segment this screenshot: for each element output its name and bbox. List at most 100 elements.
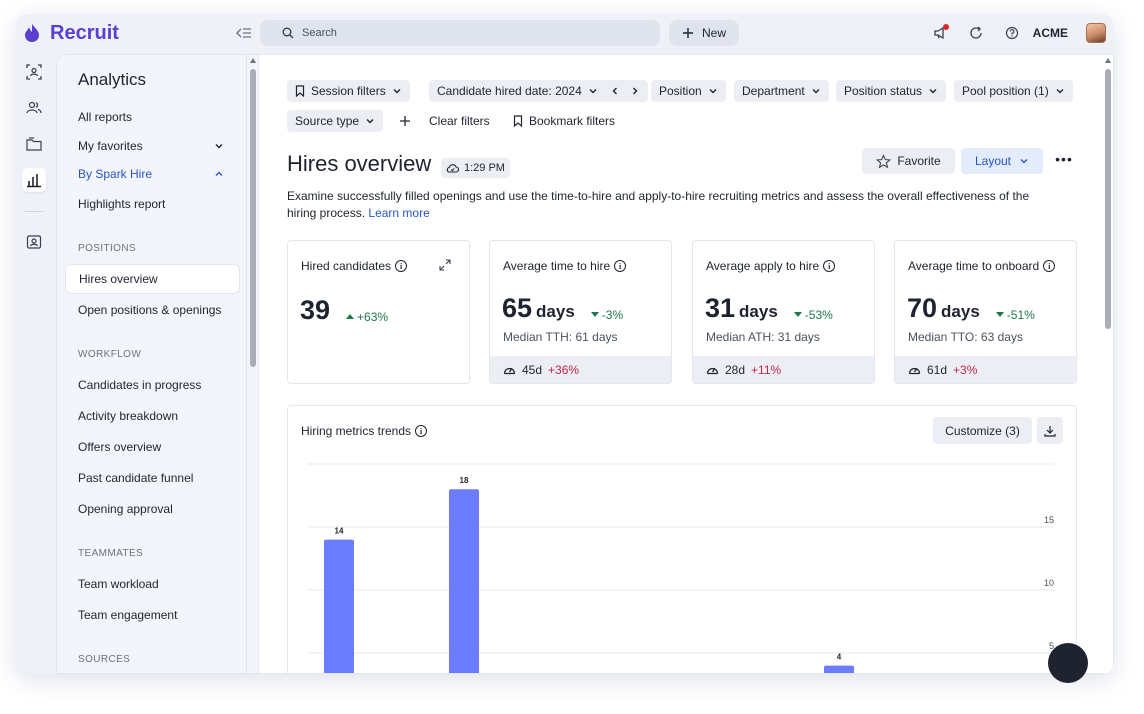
- info-icon[interactable]: i: [415, 425, 428, 437]
- sidebar-item-open-positions[interactable]: Open positions & openings: [65, 295, 240, 325]
- source-type-filter[interactable]: Source type: [287, 110, 384, 132]
- chevron-down-icon: [366, 119, 374, 124]
- sidebar-item-past-candidate-funnel[interactable]: Past candidate funnel: [65, 463, 240, 493]
- department-filter[interactable]: Department: [734, 80, 829, 102]
- metric-value: 65 days -3%: [502, 293, 623, 324]
- sidebar-item-label: Team engagement: [78, 608, 178, 622]
- add-filter-button[interactable]: [397, 110, 413, 132]
- candidates-scan-icon[interactable]: [22, 60, 46, 84]
- sidebar-item-label: By Spark Hire: [78, 167, 153, 181]
- metric-delta: +63%: [346, 310, 388, 324]
- y-tick-label: 5: [1049, 641, 1054, 651]
- bookmark-icon: [295, 85, 305, 97]
- sidebar-item-label: Hires overview: [79, 272, 158, 286]
- metric-unit: days: [739, 302, 778, 321]
- chevron-left-icon[interactable]: [610, 86, 620, 96]
- top-icons: ACME: [931, 20, 1106, 46]
- help-icon[interactable]: [1003, 24, 1021, 42]
- collapse-sidebar-icon[interactable]: [234, 24, 254, 44]
- metric-delta: -51%: [995, 308, 1035, 322]
- filter-label: Clear filters: [429, 114, 490, 128]
- analytics-icon[interactable]: [22, 168, 46, 192]
- chart-bar[interactable]: [449, 489, 479, 674]
- customize-button[interactable]: Customize (3): [933, 417, 1032, 444]
- more-options-icon[interactable]: •••: [1055, 151, 1073, 167]
- sidebar-item-hires-overview[interactable]: Hires overview: [65, 264, 240, 294]
- layout-button[interactable]: Layout: [961, 148, 1043, 174]
- sidebar-section-sources: SOURCES: [78, 654, 131, 665]
- search-input[interactable]: Search: [260, 20, 660, 46]
- main-scroll-thumb[interactable]: [1105, 69, 1111, 329]
- filter-label: Position: [659, 84, 702, 98]
- metric-unit: days: [941, 302, 980, 321]
- gauge-icon: [908, 367, 921, 375]
- main-scrollbar[interactable]: [1101, 55, 1113, 673]
- sidebar-section-workflow: WORKFLOW: [78, 349, 142, 360]
- app-window: Recruit Search New ACME: [16, 14, 1114, 674]
- folders-icon[interactable]: [22, 132, 46, 156]
- sidebar-item-label: Opening approval: [78, 502, 173, 516]
- info-icon[interactable]: i: [1043, 260, 1056, 272]
- chart-bar[interactable]: [824, 665, 854, 674]
- trends-title-text: Hiring metrics trends: [301, 424, 412, 438]
- sidebar-item-candidates-in-progress[interactable]: Candidates in progress: [65, 370, 240, 400]
- plus-icon: [400, 116, 410, 126]
- info-icon[interactable]: i: [823, 260, 836, 272]
- refresh-icon[interactable]: [967, 24, 985, 42]
- learn-more-link[interactable]: Learn more: [368, 206, 430, 220]
- people-icon[interactable]: [22, 96, 46, 120]
- metric-footer-delta: +36%: [548, 362, 580, 377]
- new-button[interactable]: New: [669, 20, 739, 46]
- position-status-filter[interactable]: Position status: [836, 80, 947, 102]
- metric-footer: 45d +36%: [490, 356, 671, 383]
- trend-down-icon: [590, 312, 599, 317]
- sidebar-item-opening-approval[interactable]: Opening approval: [65, 494, 240, 524]
- sidebar-scroll-thumb[interactable]: [250, 69, 256, 367]
- avatar[interactable]: [1086, 23, 1106, 43]
- sidebar-item-team-workload[interactable]: Team workload: [65, 569, 240, 599]
- chevron-up-icon: [215, 171, 223, 176]
- last-updated-badge: 1:29 PM: [441, 158, 510, 178]
- sidebar-item-label: Candidates in progress: [78, 378, 202, 392]
- chevron-right-icon[interactable]: [630, 86, 640, 96]
- chevron-down-icon: [709, 89, 717, 94]
- position-filter[interactable]: Position: [651, 80, 726, 102]
- expand-icon[interactable]: [439, 259, 451, 271]
- metric-value: 31 days -53%: [705, 293, 833, 324]
- chart-bar[interactable]: [324, 539, 354, 674]
- y-tick-label: 15: [1044, 515, 1054, 525]
- pool-position-filter[interactable]: Pool position (1): [954, 80, 1073, 102]
- org-name[interactable]: ACME: [1032, 26, 1068, 40]
- trend-down-icon: [995, 312, 1004, 317]
- clear-filters-button[interactable]: Clear filters: [427, 110, 492, 132]
- scroll-up-icon[interactable]: [1105, 58, 1111, 63]
- sidebar-item-activity-breakdown[interactable]: Activity breakdown: [65, 401, 240, 431]
- metric-card-avg-time-to-onboard: Average time to onboard i 70 days -51% M…: [894, 240, 1077, 384]
- filter-label: Bookmark filters: [529, 114, 616, 128]
- bookmark-filters-button[interactable]: Bookmark filters: [511, 110, 617, 132]
- chat-launcher-button[interactable]: [1048, 643, 1088, 683]
- sidebar-item-all-reports[interactable]: All reports: [65, 102, 240, 132]
- contact-card-icon[interactable]: [22, 230, 46, 254]
- brand[interactable]: Recruit: [24, 20, 119, 46]
- scroll-up-icon[interactable]: [250, 58, 256, 63]
- sidebar-item-label: Past candidate funnel: [78, 471, 194, 485]
- sidebar-item-team-engagement[interactable]: Team engagement: [65, 600, 240, 630]
- metric-value: 70 days -51%: [907, 293, 1035, 324]
- announcement-icon[interactable]: [931, 24, 949, 42]
- sidebar-item-by-spark-hire[interactable]: By Spark Hire: [65, 159, 240, 189]
- favorite-button[interactable]: Favorite: [862, 148, 955, 174]
- download-icon[interactable]: [1037, 417, 1063, 444]
- metric-card-avg-apply-to-hire: Average apply to hire i 31 days -53% Med…: [692, 240, 875, 384]
- hired-date-filter[interactable]: Candidate hired date: 2024: [429, 80, 648, 102]
- sidebar-item-label: Activity breakdown: [78, 409, 179, 423]
- info-icon[interactable]: i: [614, 260, 627, 272]
- sidebar-item-highlights-report[interactable]: Highlights report: [65, 189, 240, 219]
- session-filters-button[interactable]: Session filters: [287, 80, 410, 102]
- trends-bar-chart: 5 10 15 14 18 4: [308, 463, 1054, 674]
- search-icon: [282, 27, 294, 39]
- sidebar-scrollbar[interactable]: [247, 55, 259, 673]
- sidebar-item-my-favorites[interactable]: My favorites: [65, 131, 240, 161]
- info-icon[interactable]: i: [395, 260, 408, 272]
- sidebar-item-offers-overview[interactable]: Offers overview: [65, 432, 240, 462]
